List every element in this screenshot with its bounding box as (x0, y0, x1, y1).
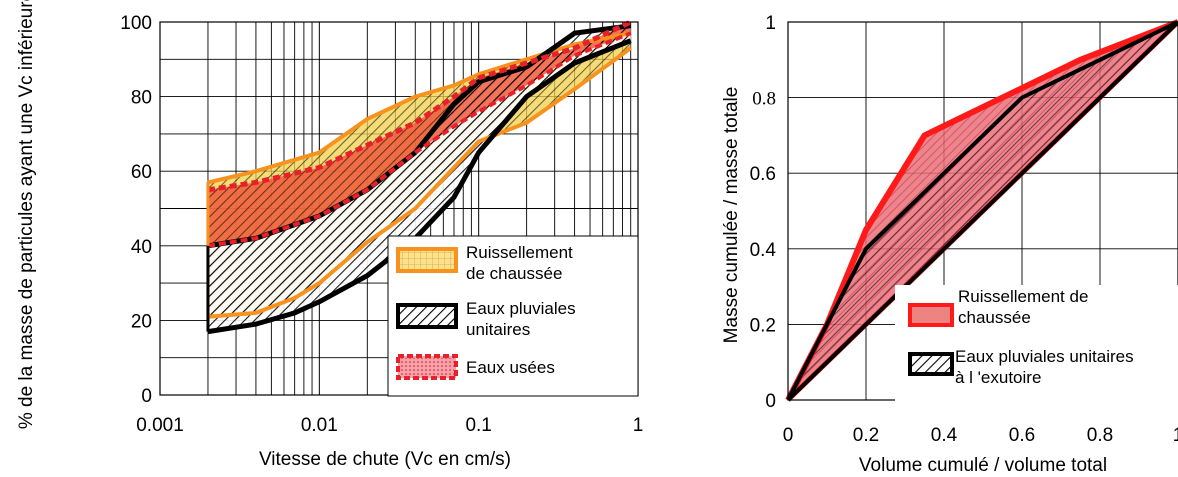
legend-label-line2: à l 'exutoire (955, 368, 1041, 387)
legend-label: Eaux pluviales unitaires (466, 299, 576, 339)
bands (785, 19, 1178, 402)
legend-label: Ruissellement de chaussée (466, 243, 573, 283)
legend-label-line: Eaux pluviales (466, 299, 576, 318)
x-tick-label: 0.4 (931, 425, 958, 446)
line-pluviales-lower (786, 20, 1178, 402)
y-tick-label: 0.4 (750, 240, 777, 261)
legend-label-line2: chaussée (958, 308, 1031, 327)
bands (206, 19, 632, 335)
line-usees-upper (207, 19, 632, 193)
y-tick-label: 0.6 (750, 164, 776, 185)
legend-item-pluviales: Eaux pluviales unitaires (396, 299, 576, 339)
y-tick-label: 60 (131, 162, 152, 183)
legend-item-pluviales: Eaux pluviales unitaires à l 'exutoire (908, 347, 1138, 387)
y-tick-label: 20 (131, 311, 152, 332)
y-tick-label: 0.8 (752, 89, 776, 110)
x-tick-label: 1 (1173, 425, 1178, 446)
legend-label: Eaux pluviales unitaires à l 'exutoire (955, 347, 1138, 387)
x-tick-label: 0.2 (853, 425, 879, 446)
x-axis-label: Vitesse de chute (Vc en cm/s) (259, 449, 511, 470)
legend-label-line: de chaussée (466, 264, 562, 283)
x-tick-label: 0.6 (1009, 425, 1035, 446)
legend-item-ruissellement: Ruissellement de chaussée (908, 287, 1093, 327)
y-tick-label: 0.2 (750, 315, 776, 336)
tick-labels: 0.001 0.01 0.1 1 0 20 40 60 80 100 (120, 13, 643, 436)
legend-item-ruissellement: Ruissellement de chaussée (396, 243, 573, 283)
x-tick-label: 0 (783, 425, 794, 446)
line-pluviales-upper (786, 20, 1178, 401)
legend-item-usees: Eaux usées (396, 354, 555, 380)
x-tick-label: 0.001 (136, 415, 184, 436)
x-axis-label: Volume cumulé / volume total (859, 455, 1107, 472)
x-tick-label: 1 (633, 415, 644, 436)
y-tick-label: 80 (131, 88, 152, 109)
legend-label-line1: Ruissellement de (958, 287, 1088, 306)
x-tick-label: 0.8 (1087, 425, 1113, 446)
chart-left: 0.001 0.01 0.1 1 0 20 40 60 80 100 Vitesse de chu… (16, 0, 643, 470)
legend: Ruissellement de chaussée Eaux pluviales u… (387, 235, 639, 397)
legend-label-line: unitaires (466, 320, 530, 339)
y-axis-label: Masse cumulée / masse totale (721, 87, 742, 344)
y-tick-label: 40 (131, 237, 152, 258)
y-tick-label: 100 (120, 13, 152, 34)
legend-label: Eaux usées (466, 358, 555, 377)
tick-labels: 0 0.2 0.4 0.6 0.8 1 0 0.2 0.4 0.6 0.8 1 (750, 13, 1178, 446)
legend-swatch-texture (912, 307, 950, 323)
band-pluviales-hatch (208, 25, 631, 332)
chart-right: 0 0.2 0.4 0.6 0.8 1 0 0.2 0.4 0.6 0.8 1 Volume cumu… (721, 13, 1178, 476)
legend-label: Ruissellement de chaussée (958, 287, 1093, 327)
x-tick-label: 0.01 (301, 415, 338, 436)
legend: Ruissellement de chaussée Eaux pluviales… (895, 285, 1178, 403)
legend-label-line: Ruissellement (466, 243, 573, 262)
line-usees-lower (207, 31, 632, 248)
legend-swatch-texture (400, 358, 454, 376)
legend-swatch (908, 352, 954, 376)
y-axis-label: % de la masse de particules ayant une Vc… (16, 0, 37, 429)
legend-label-line1: Eaux pluviales unitaires (955, 347, 1134, 366)
y-tick-label: 0 (765, 391, 776, 412)
y-tick-label: 1 (765, 13, 776, 34)
line-ruissellement-lower (207, 46, 632, 319)
legend-swatch-texture (400, 251, 454, 269)
x-tick-label: 0.1 (465, 415, 491, 436)
y-tick-label: 0 (141, 386, 152, 407)
legend-swatch (396, 303, 458, 329)
